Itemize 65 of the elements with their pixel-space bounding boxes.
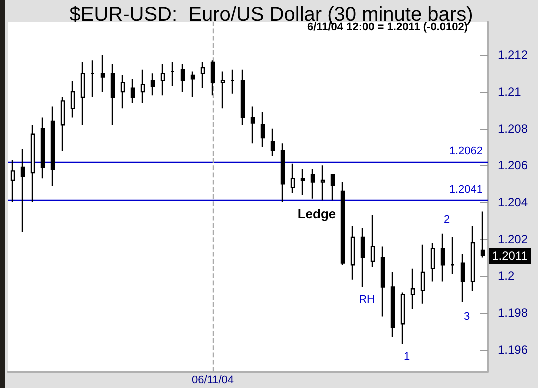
ref-line-label: 1.2041	[449, 184, 483, 196]
y-tick-label: 1.202	[498, 232, 528, 246]
candlestick	[80, 62, 86, 126]
candlestick	[10, 160, 16, 204]
candlestick	[330, 174, 336, 202]
candlestick	[150, 72, 156, 96]
y-tick-label: 1.208	[498, 122, 528, 136]
candlestick	[250, 106, 256, 144]
candlestick	[110, 64, 116, 126]
candlestick	[30, 124, 36, 204]
candlestick	[400, 292, 406, 345]
candlestick	[460, 254, 466, 303]
candlestick	[180, 64, 186, 93]
candlestick	[230, 69, 236, 94]
candlestick	[390, 272, 396, 338]
candlestick	[200, 62, 206, 89]
candlestick	[370, 214, 376, 268]
candlestick	[410, 268, 416, 310]
candlestick	[380, 246, 386, 318]
x-tick-label: 06/11/04	[192, 374, 234, 386]
candlestick	[90, 60, 96, 98]
candlestick	[310, 168, 316, 200]
annotation: 2	[444, 214, 450, 226]
candlestick	[470, 226, 476, 292]
ref-line-label: 1.2062	[449, 146, 483, 158]
candlestick	[160, 64, 166, 96]
candlestick	[210, 60, 216, 96]
y-tick-label: 1.206	[498, 158, 528, 173]
y-tick-label: 1.2	[498, 269, 516, 284]
candlestick	[440, 233, 446, 282]
candlestick	[70, 80, 76, 118]
y-tick-label: 1.196	[498, 342, 528, 357]
candlestick	[260, 112, 266, 148]
candlestick	[350, 226, 356, 280]
y-tick-label: 1.198	[498, 306, 528, 320]
candlestick	[130, 78, 136, 104]
y-tick-label: 1.21	[498, 85, 522, 99]
annotation: Ledge	[298, 206, 336, 222]
candlestick	[300, 168, 306, 196]
candlestick	[190, 71, 196, 98]
candlestick	[340, 182, 346, 266]
candlestick	[170, 62, 176, 88]
candlestick	[220, 71, 226, 110]
candlestick	[140, 69, 146, 104]
candlestick	[280, 142, 286, 204]
candlestick	[50, 106, 56, 187]
annotation: 1	[404, 351, 410, 363]
candlestick	[120, 74, 126, 110]
candlestick	[240, 69, 246, 126]
candlestick	[270, 128, 276, 158]
candlestick	[290, 163, 296, 194]
annotation: 1.2011	[492, 248, 528, 263]
candlestick	[20, 148, 26, 233]
candlestick	[360, 228, 366, 288]
candlestick	[40, 117, 46, 180]
candlestick	[430, 242, 436, 282]
candlestick	[450, 236, 456, 275]
candlestick	[100, 54, 106, 93]
y-tick-label: 1.212	[498, 48, 528, 62]
y-tick-label: 1.204	[498, 196, 528, 210]
candlestick	[60, 96, 66, 152]
candlestick	[420, 244, 426, 304]
candlestick	[320, 165, 326, 202]
annotation: RH	[359, 294, 375, 306]
annotation: 3	[464, 311, 470, 323]
